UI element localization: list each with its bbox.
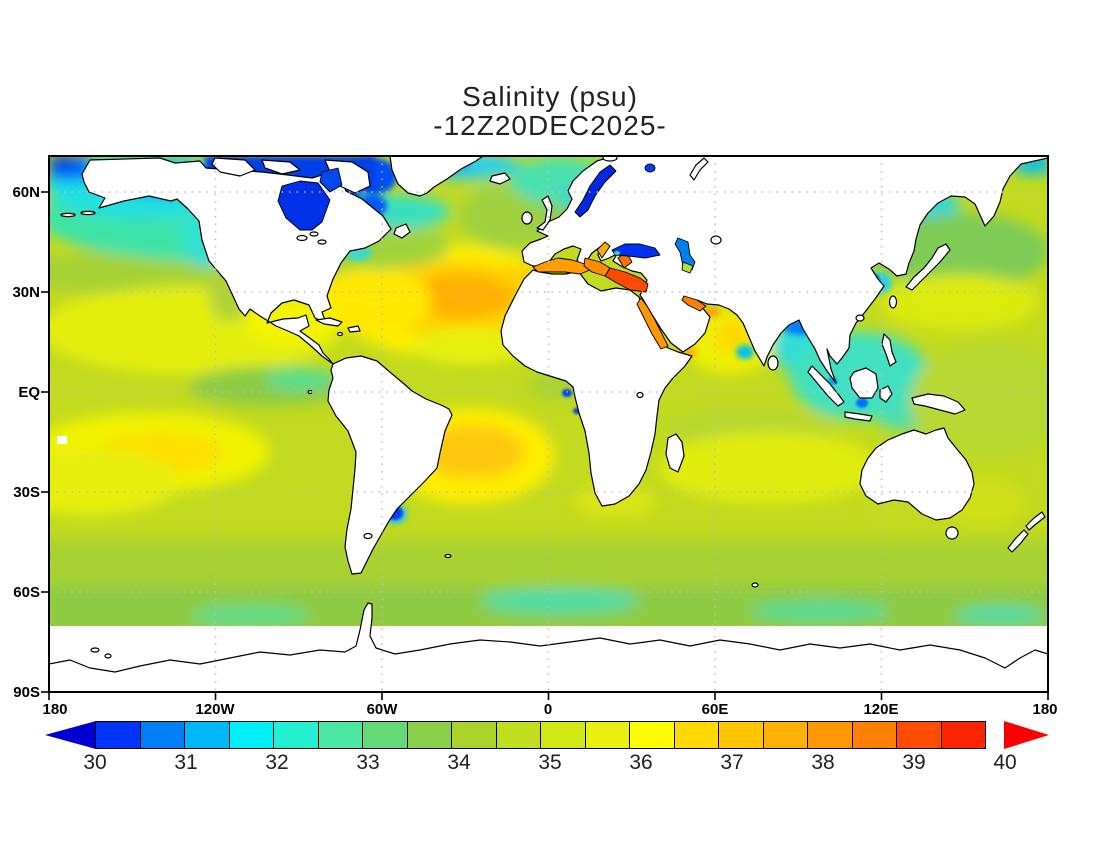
hispaniola <box>347 325 361 333</box>
madagascar <box>665 433 685 473</box>
java <box>844 411 873 422</box>
ytick-60S: 60S <box>13 584 40 601</box>
novaya-zemlya <box>689 157 709 181</box>
ireland <box>521 211 533 225</box>
y-axis-labels: 60N 30N EQ 30S 60S 90S <box>12 184 40 701</box>
foxe-basin <box>319 167 343 193</box>
jamaica <box>336 331 344 337</box>
figure-title: Salinity (psu) -12Z20DEC2025- <box>0 82 1100 140</box>
new-zealand-south <box>1007 529 1029 553</box>
caspian-sea-south <box>681 261 694 274</box>
australia <box>859 427 975 521</box>
sulawesi <box>879 385 893 403</box>
cuba <box>315 317 343 327</box>
iceland <box>489 172 511 185</box>
white-sea <box>644 163 656 173</box>
borneo <box>849 367 879 399</box>
great-lakes <box>309 231 319 237</box>
aleutians <box>80 210 96 216</box>
xtick-60E: 60E <box>702 701 729 718</box>
ytick-30S: 30S <box>13 484 40 501</box>
hainan <box>855 314 865 322</box>
ytick-EQ: EQ <box>18 384 40 401</box>
falkland-islands <box>363 532 373 540</box>
svalbard <box>602 156 618 162</box>
red-sea <box>636 297 669 350</box>
xtick-180E: 180 <box>1032 701 1057 718</box>
xtick-120E: 120E <box>863 701 898 718</box>
graticule <box>49 156 1048 692</box>
title-line2: -12Z20DEC2025- <box>433 110 667 141</box>
eurasia <box>521 156 1048 384</box>
ytick-90S: 90S <box>13 684 40 701</box>
xtick-60W: 60W <box>367 701 399 718</box>
south-georgia <box>444 553 452 559</box>
sumatra <box>807 365 845 407</box>
united-kingdom <box>536 195 553 231</box>
enclosed-seas <box>277 163 707 350</box>
adriatic-sea <box>596 241 611 259</box>
taiwan <box>888 295 898 309</box>
antarctic-island <box>104 653 112 659</box>
kerguelen <box>751 582 759 588</box>
south-america <box>327 355 453 575</box>
new-zealand-north <box>1025 511 1046 531</box>
great-lakes <box>317 239 327 245</box>
caspian-sea-north <box>674 237 696 271</box>
great-lakes <box>296 234 308 242</box>
sri-lanka <box>767 355 779 371</box>
xtick-0: 0 <box>544 701 552 718</box>
greenland <box>389 156 484 197</box>
mediterranean-east <box>604 267 649 293</box>
ytick-30N: 30N <box>12 284 40 301</box>
newfoundland <box>393 223 411 239</box>
arctic-islands <box>261 159 301 175</box>
x-axis-labels: 180 120W 60W 0 60E 120E 180 <box>42 701 1057 718</box>
aral-sea <box>710 235 722 245</box>
lake-victoria <box>636 391 644 399</box>
tasmania <box>945 526 959 540</box>
baltic-sea <box>574 164 617 218</box>
hudson-bay <box>277 180 331 231</box>
xtick-120W: 120W <box>195 701 235 718</box>
black-sea <box>611 243 661 259</box>
antarctic-island <box>90 647 100 653</box>
aleutians <box>60 212 76 218</box>
ytick-60N: 60N <box>12 184 40 201</box>
new-guinea <box>911 393 966 415</box>
axis-ticks <box>41 191 1049 700</box>
persian-gulf <box>681 295 707 312</box>
black-sea-sw-patch <box>614 251 620 255</box>
xtick-180W: 180 <box>42 701 67 718</box>
philippines <box>881 333 897 367</box>
antarctica <box>49 602 1048 692</box>
title-line1: Salinity (psu) <box>462 81 638 112</box>
arctic-islands <box>211 157 256 177</box>
japan <box>905 243 951 291</box>
galapagos <box>307 389 313 395</box>
